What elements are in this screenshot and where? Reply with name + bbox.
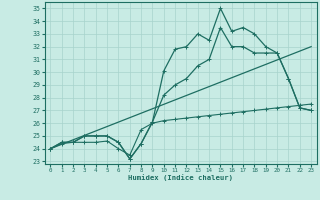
X-axis label: Humidex (Indice chaleur): Humidex (Indice chaleur)	[128, 175, 233, 181]
